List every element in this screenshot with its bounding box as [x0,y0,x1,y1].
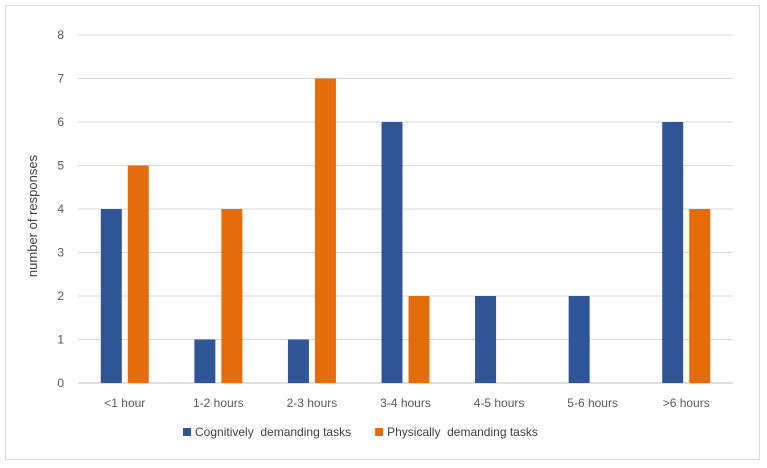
bar-cognitive [381,122,403,383]
legend-label: Physically demanding tasks [387,425,538,439]
legend-swatch [183,428,191,436]
bar-cognitive [194,339,216,383]
y-tick-label: 4 [57,202,64,216]
x-tick-label: 1-2 hours [193,396,244,410]
x-tick-label: 2-3 hours [287,396,338,410]
bar-physical [689,209,711,383]
bar-cognitive [662,122,684,383]
x-tick-label: <1 hour [104,396,145,410]
y-tick-label: 0 [57,376,64,390]
bar-cognitive [475,296,497,383]
y-tick-label: 1 [57,333,64,347]
x-tick-label: 5-6 hours [567,396,618,410]
gridlines [78,34,733,384]
y-tick-label: 7 [57,72,64,86]
y-tick-label: 5 [57,159,64,173]
bar-chart: 0 1 2 3 4 5 6 7 8 <1 hour 1-2 hours 2-3 hours 3-4 h… [25,28,733,439]
y-tick-label: 8 [57,28,64,42]
bar-cognitive [568,296,590,383]
bar-cognitive [100,209,122,383]
x-tick-label: >6 hours [663,396,710,410]
bars [100,78,711,383]
legend: Cognitively demanding tasks Physically de… [183,425,538,439]
bar-physical [221,209,243,383]
y-tick-label: 6 [57,115,64,129]
y-axis-title: number of responses [25,154,40,277]
chart-frame: 0 1 2 3 4 5 6 7 8 <1 hour 1-2 hours 2-3 hours 3-4 h… [5,5,760,460]
x-tick-labels: <1 hour 1-2 hours 2-3 hours 3-4 hours 4-5 ho… [104,396,709,410]
x-tick-label: 3-4 hours [380,396,431,410]
y-tick-label: 3 [57,246,64,260]
x-tick-label: 4-5 hours [474,396,525,410]
bar-physical [127,165,149,383]
y-tick-label: 2 [57,289,64,303]
bar-cognitive [287,339,309,383]
legend-swatch [375,428,384,436]
legend-label: Cognitively demanding tasks [195,425,351,439]
bar-physical [408,296,430,383]
bar-physical [314,78,336,383]
y-tick-labels: 0 1 2 3 4 5 6 7 8 [57,28,64,390]
